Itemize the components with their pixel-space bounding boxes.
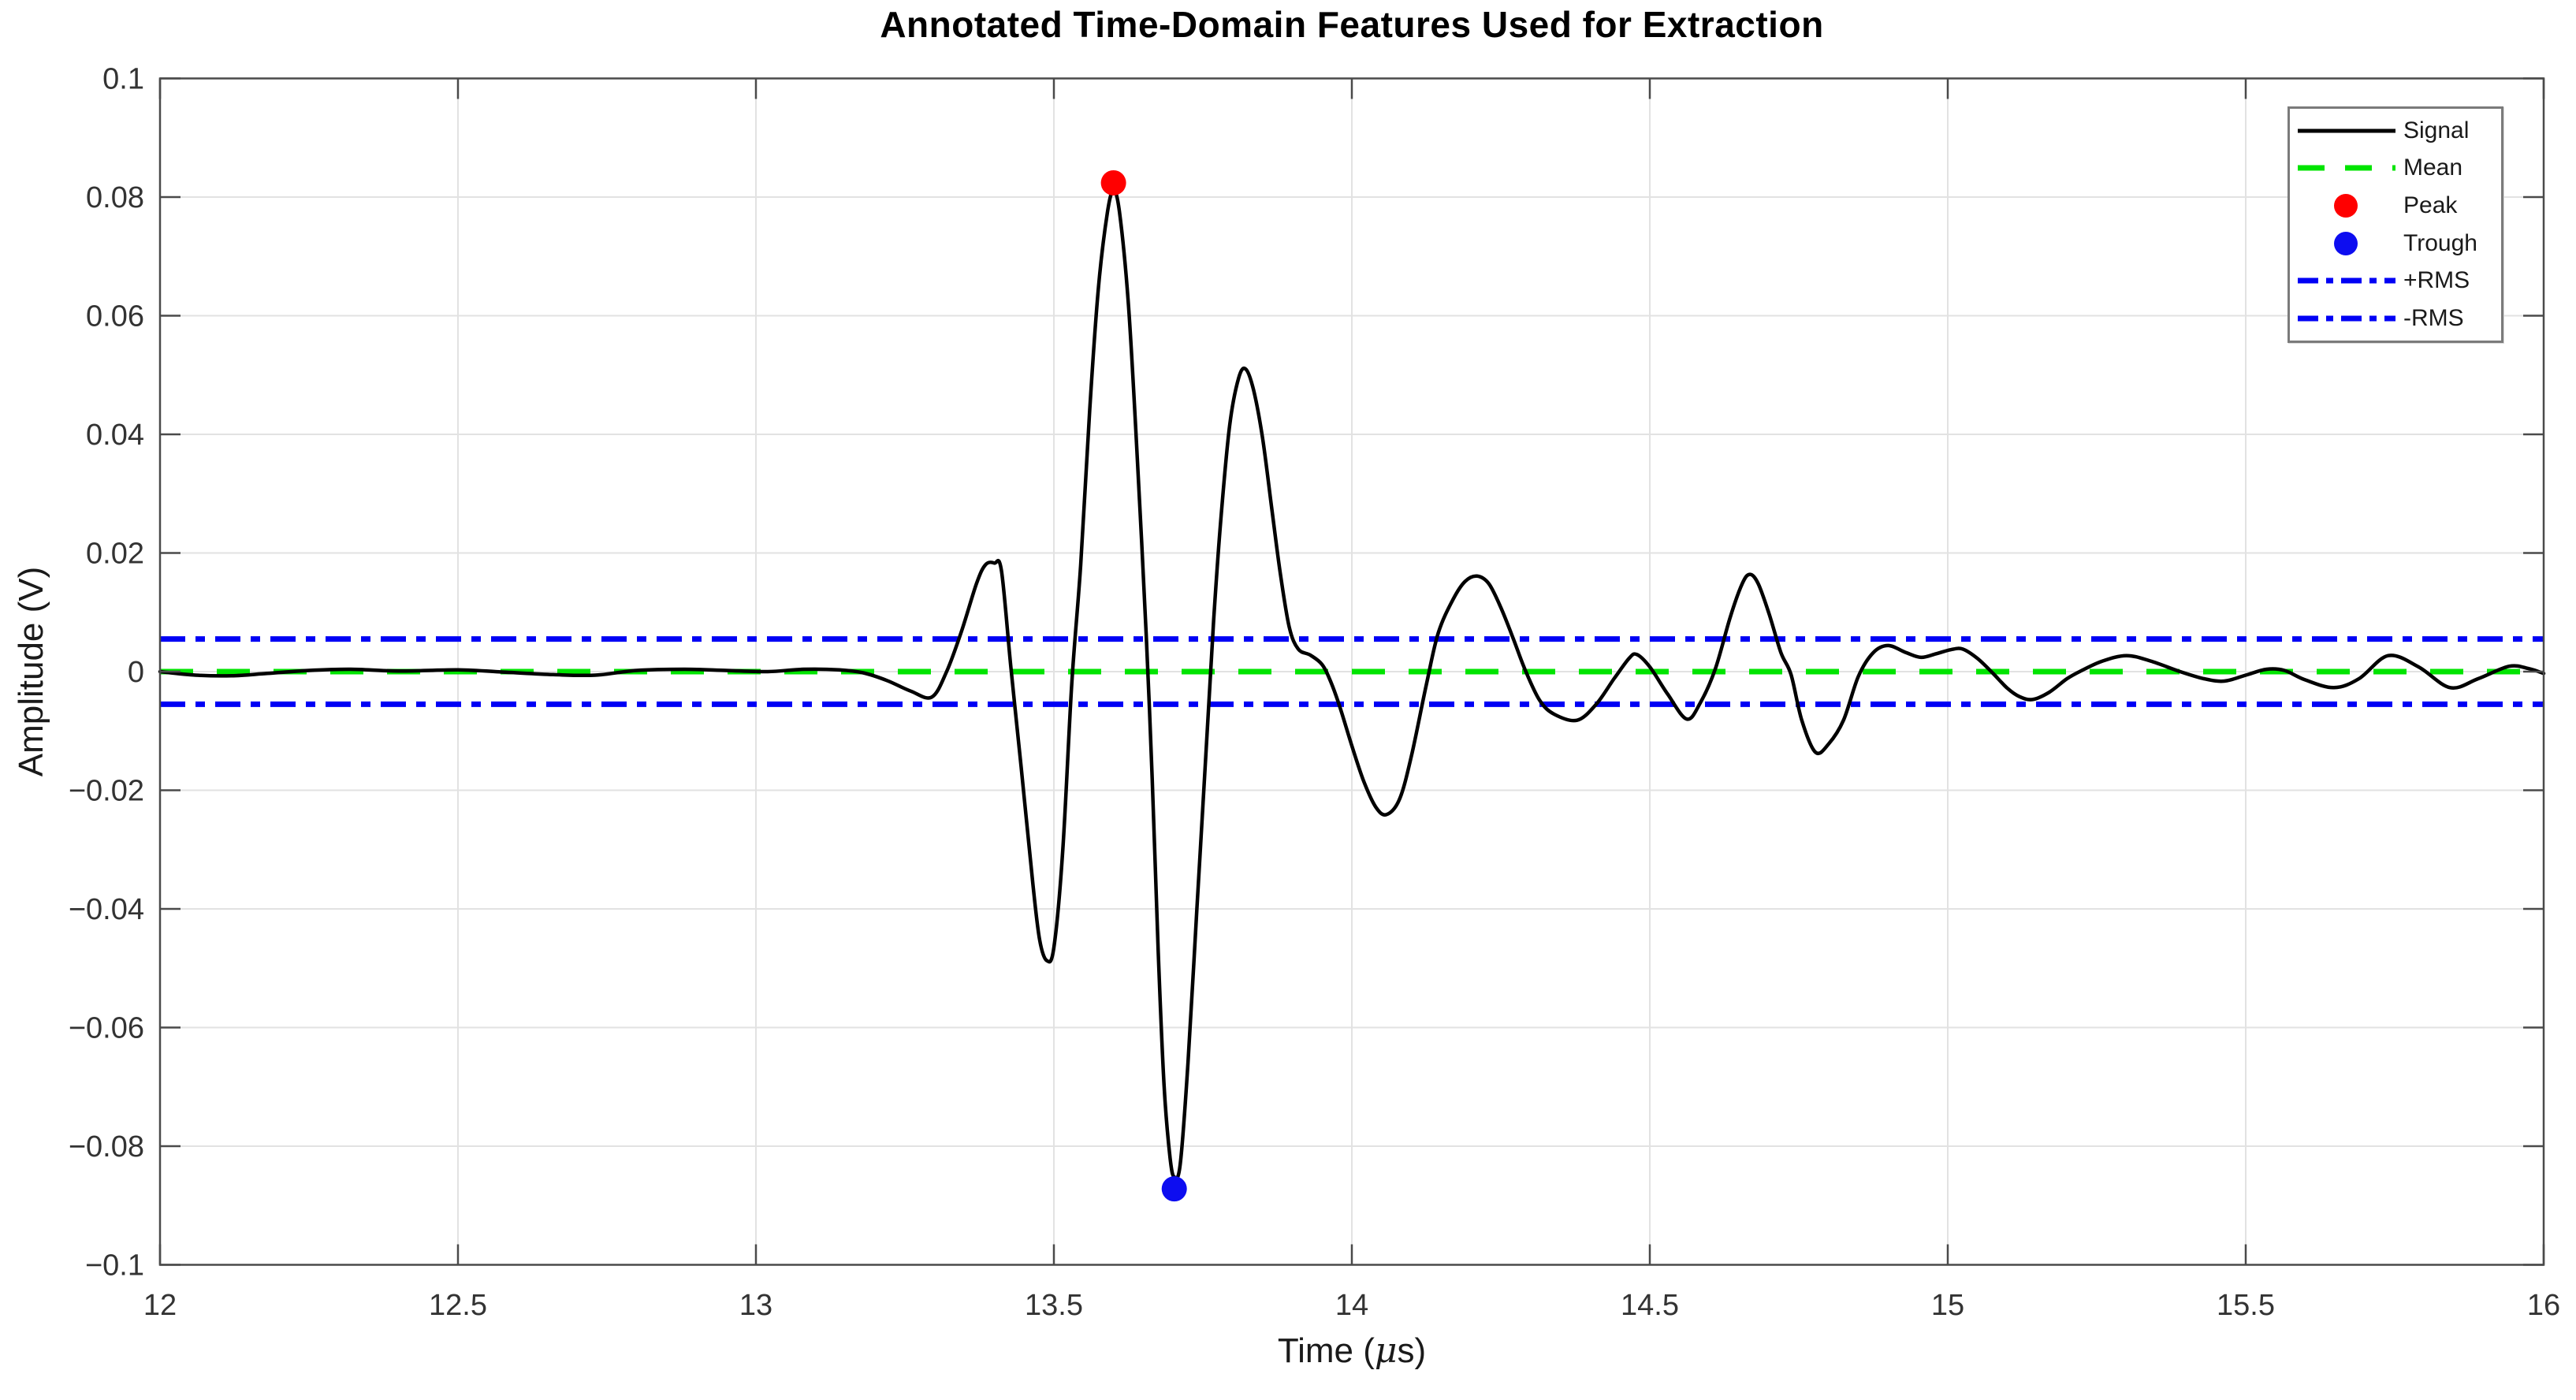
gridlines	[159, 77, 2544, 1266]
tick-labels: 12 12.5 13 13.5 14 14.5 15 15.5 16 −0.1 −0.08 −0.06…	[69, 63, 2560, 1323]
x-tick-label: 16	[2527, 1289, 2560, 1322]
legend-signal-label: Signal	[2403, 117, 2470, 143]
legend-minus-rms-swatch-icon	[2298, 315, 2395, 322]
legend: Signal Mean Peak Trough +RMS -RMS	[2288, 106, 2503, 343]
x-tick-label: 14.5	[1621, 1289, 1679, 1322]
annotation-lines	[160, 636, 2544, 707]
y-tick-label: −0.1	[85, 1249, 144, 1283]
x-axis-label-suffix: s)	[1397, 1331, 1427, 1370]
legend-plus-rms-label: +RMS	[2403, 267, 2470, 294]
legend-item-minus-rms: -RMS	[2290, 300, 2501, 337]
x-tick-label: 13.5	[1025, 1289, 1083, 1322]
legend-minus-rms-label: -RMS	[2403, 305, 2464, 332]
legend-item-mean: Mean	[2290, 150, 2501, 186]
legend-item-peak: Peak	[2290, 188, 2501, 224]
x-tick-label: 14	[1335, 1289, 1368, 1322]
legend-item-plus-rms: +RMS	[2290, 262, 2501, 299]
y-tick-label: −0.08	[69, 1130, 144, 1164]
tick-marks	[158, 77, 2545, 1266]
legend-signal-swatch-icon	[2298, 128, 2395, 133]
y-tick-label: −0.04	[69, 893, 144, 926]
y-tick-label: 0.1	[102, 63, 144, 96]
x-axis-label: Time (μs)	[160, 1331, 2544, 1371]
y-tick-label: 0.06	[86, 300, 144, 333]
x-tick-label: 15	[1931, 1289, 1964, 1322]
legend-mean-label: Mean	[2403, 155, 2463, 181]
y-tick-label: 0.04	[86, 419, 144, 452]
trough-marker	[1161, 1176, 1187, 1202]
y-axis-label: Amplitude (V)	[12, 566, 50, 777]
x-tick-label: 12.5	[429, 1289, 487, 1322]
y-tick-label: −0.06	[69, 1012, 144, 1045]
legend-item-signal: Signal	[2290, 113, 2501, 149]
mu-symbol: μ	[1374, 1331, 1398, 1371]
signal-line	[158, 189, 2546, 1181]
y-tick-label: 0.08	[86, 181, 144, 214]
legend-peak-swatch-icon	[2334, 194, 2358, 218]
y-tick-label: −0.02	[69, 775, 144, 808]
chart-title: Annotated Time-Domain Features Used for …	[880, 4, 1824, 45]
peak-marker	[1100, 169, 1126, 195]
legend-item-trough: Trough	[2290, 225, 2501, 262]
x-tick-label: 12	[143, 1289, 177, 1322]
x-tick-label: 13	[739, 1289, 772, 1322]
legend-mean-swatch-icon	[2298, 165, 2395, 171]
y-tick-label: 0.02	[86, 538, 144, 571]
x-tick-label: 15.5	[2217, 1289, 2275, 1322]
legend-plus-rms-swatch-icon	[2298, 277, 2395, 284]
x-axis-label-prefix: Time (	[1277, 1331, 1375, 1370]
legend-trough-swatch-icon	[2334, 231, 2358, 255]
y-tick-label: 0	[128, 656, 144, 689]
legend-trough-label: Trough	[2403, 229, 2477, 256]
legend-peak-label: Peak	[2403, 192, 2458, 219]
